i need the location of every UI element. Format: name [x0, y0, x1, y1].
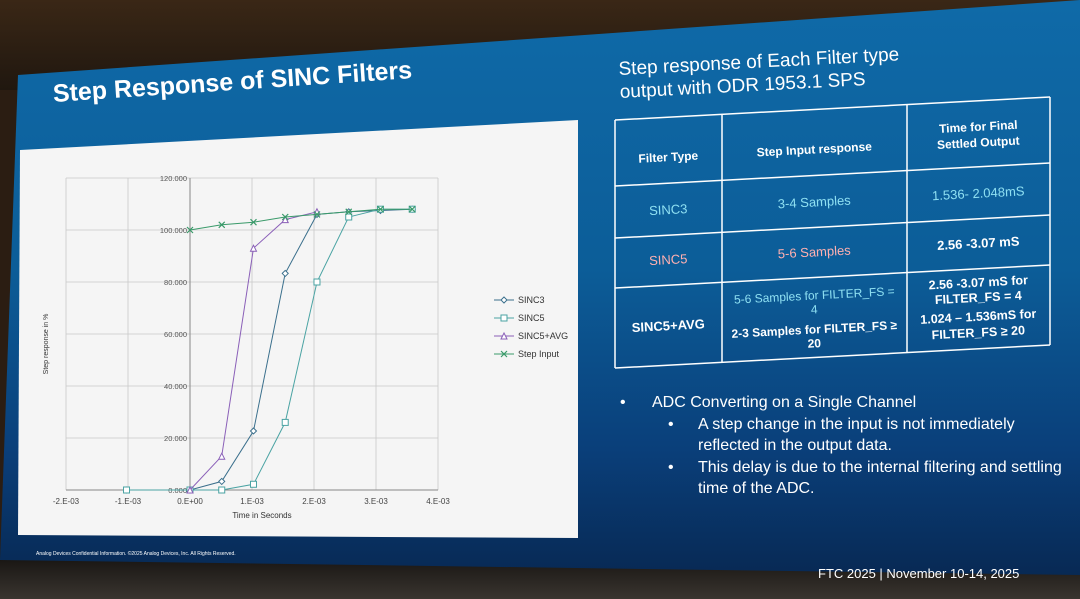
bullet-dot-icon: •	[668, 459, 674, 476]
square-marker	[500, 314, 508, 322]
square-marker	[345, 213, 353, 221]
row-sinc3-filter: SINC3	[649, 201, 688, 218]
x-marker	[377, 205, 384, 213]
x-marker	[313, 210, 321, 218]
bullet-main: • ADC Converting on a Single Channel	[620, 392, 1070, 413]
x-tick-label: 4.E-03	[426, 497, 450, 506]
diamond-marker	[218, 477, 226, 486]
row-sinc5-time: 2.56 -3.07 mS	[937, 234, 1020, 253]
x-marker	[408, 205, 416, 213]
row-sinc3-step: 3-4 Samples	[777, 193, 851, 212]
table-row-line	[614, 344, 1051, 369]
x-marker	[218, 221, 226, 229]
series-line	[189, 208, 413, 231]
legend-item: SINC5	[494, 313, 545, 323]
bullet-sub-1: • A step change in the input is not imme…	[620, 414, 1070, 456]
legend-label: Step Input	[518, 349, 560, 359]
row-sinc5avg-filter: SINC5+AVG	[631, 316, 705, 335]
table-header-filter: Filter Type	[638, 149, 699, 166]
bullet-sub-2: • This delay is due to the internal filt…	[620, 457, 1070, 499]
x-tick-label: 0.E+00	[177, 497, 203, 506]
row-sinc5-filter: SINC5	[649, 251, 688, 268]
square-marker	[123, 486, 131, 494]
x-marker	[186, 226, 194, 234]
x-tick-label: 3.E-03	[364, 497, 388, 506]
row-sinc3-time: 1.536- 2.048mS	[932, 183, 1025, 203]
y-tick-label: 60.000	[164, 330, 187, 339]
triangle-marker	[500, 331, 508, 340]
table-header-time-line-2: Settled Output	[937, 134, 1020, 152]
bullet-main-text: ADC Converting on a Single Channel	[652, 394, 917, 411]
triangle-marker	[249, 244, 258, 252]
y-tick-label: 100.000	[160, 226, 187, 235]
diamond-marker	[500, 296, 508, 304]
row-sinc5avg-time-line-2: FILTER_FS = 4	[935, 288, 1023, 307]
legend-label: SINC5+AVG	[518, 331, 568, 341]
table-row-line	[614, 264, 1051, 289]
x-axis-label: Time in Seconds	[232, 511, 291, 520]
bullet-sub-2-text: This delay is due to the internal filter…	[698, 459, 1062, 497]
confidential-notice: Analog Devices Confidential Information.…	[36, 551, 236, 557]
square-marker	[249, 480, 257, 488]
table-row-line	[614, 96, 1051, 121]
bullet-dot-icon: •	[620, 394, 626, 411]
y-tick-label: 40.000	[164, 382, 187, 391]
x-tick-label: -1.E-03	[115, 497, 142, 506]
table-row-line	[614, 162, 1051, 187]
legend-item: SINC3	[494, 295, 545, 305]
square-marker	[218, 486, 226, 494]
footer-event: FTC 2025 | November 10-14, 2025	[818, 566, 1020, 581]
triangle-marker	[217, 452, 226, 460]
x-tick-label: 1.E-03	[240, 497, 264, 506]
legend-item: SINC5+AVG	[494, 331, 568, 341]
row-sinc5avg-step-line-4: 20	[807, 336, 821, 351]
table-header-time-line-1: Time for Final	[939, 118, 1018, 136]
legend-item: Step Input	[494, 349, 560, 359]
square-marker	[281, 418, 289, 426]
x-marker	[345, 208, 353, 216]
y-tick-label: 80.000	[164, 278, 187, 287]
y-tick-label: 120.000	[160, 174, 187, 183]
bullet-list: • ADC Converting on a Single Channel • A…	[620, 392, 1070, 499]
x-marker	[250, 218, 257, 226]
table-header-step: Step Input response	[756, 139, 872, 159]
y-axis-label: Step response in %	[43, 314, 50, 375]
triangle-marker	[186, 485, 194, 494]
diamond-marker	[281, 269, 289, 278]
row-sinc5avg-time-line-1: 2.56 -3.07 mS for	[928, 273, 1028, 292]
bullet-dot-icon: •	[668, 416, 674, 433]
square-marker	[313, 278, 321, 286]
bullet-sub-1-text: A step change in the input is not immedi…	[698, 416, 1015, 454]
legend-label: SINC5	[518, 313, 545, 323]
y-tick-label: 20.000	[164, 434, 187, 443]
row-sinc5-step: 5-6 Samples	[777, 243, 851, 262]
x-tick-label: -2.E-03	[53, 497, 80, 506]
x-tick-label: 2.E-03	[302, 497, 326, 506]
x-marker	[281, 213, 289, 221]
table-row-line	[614, 214, 1051, 239]
row-sinc5avg-time-line-3: 1.024 – 1.536mS for	[920, 307, 1037, 327]
row-sinc5avg-step-line-2: 4	[811, 302, 819, 316]
x-marker	[500, 350, 508, 358]
legend-label: SINC3	[518, 295, 545, 305]
series-step-input	[186, 205, 416, 234]
triangle-marker	[281, 215, 290, 224]
diamond-marker	[249, 427, 258, 435]
row-sinc5avg-time-line-4: FILTER_FS ≥ 20	[931, 323, 1025, 342]
